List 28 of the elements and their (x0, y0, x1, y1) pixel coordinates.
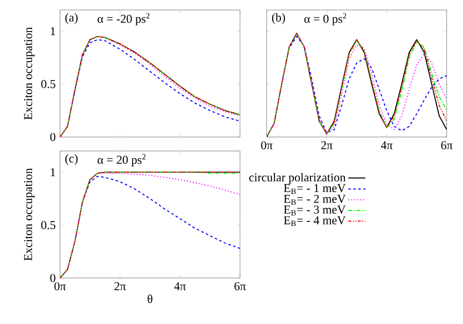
x-tick-label: 2π (321, 141, 333, 150)
legend-label: E$_{B}$= - 2 meV (284, 194, 346, 205)
x-axis-title: θ (148, 294, 152, 303)
x-tick-label: 6π (234, 282, 246, 290)
y-tick-label: 1 (50, 168, 56, 176)
y-tick-label: 1 (50, 27, 56, 36)
legend-label: E$_{B}$= - 3 meV (284, 206, 346, 216)
annotation: α = 0 ps$^{2}$ (304, 13, 346, 26)
annotation: α = -20 ps$^{2}$ (98, 13, 150, 26)
y-tick-label: 0.5 (41, 221, 56, 230)
x-tick-label: 6π (441, 141, 453, 150)
legend-label: E$_{B}$= - 1 meV (284, 184, 346, 194)
y-tick-label: 0 (50, 274, 56, 282)
y-axis-title: Exciton occupation (24, 27, 35, 120)
y-axis-title: Exciton occupation (24, 168, 35, 261)
x-tick-label: 0π (54, 282, 66, 290)
y-tick-label: 0 (50, 132, 56, 142)
annotation: α = 20 ps$^{2}$ (98, 154, 146, 166)
x-tick-label: 2π (114, 282, 126, 290)
annotation: (a) (65, 13, 78, 24)
x-tick-label: 0π (261, 141, 273, 150)
legend-label: circular polarization (249, 172, 346, 184)
annotation: (c) (65, 154, 78, 165)
legend-label: E$_{B}$= - 4 meV (284, 216, 346, 226)
x-tick-label: 4π (380, 141, 393, 150)
y-tick-label: 0.5 (41, 80, 56, 88)
annotation: (b) (272, 13, 285, 24)
x-tick-label: 4π (174, 282, 186, 290)
